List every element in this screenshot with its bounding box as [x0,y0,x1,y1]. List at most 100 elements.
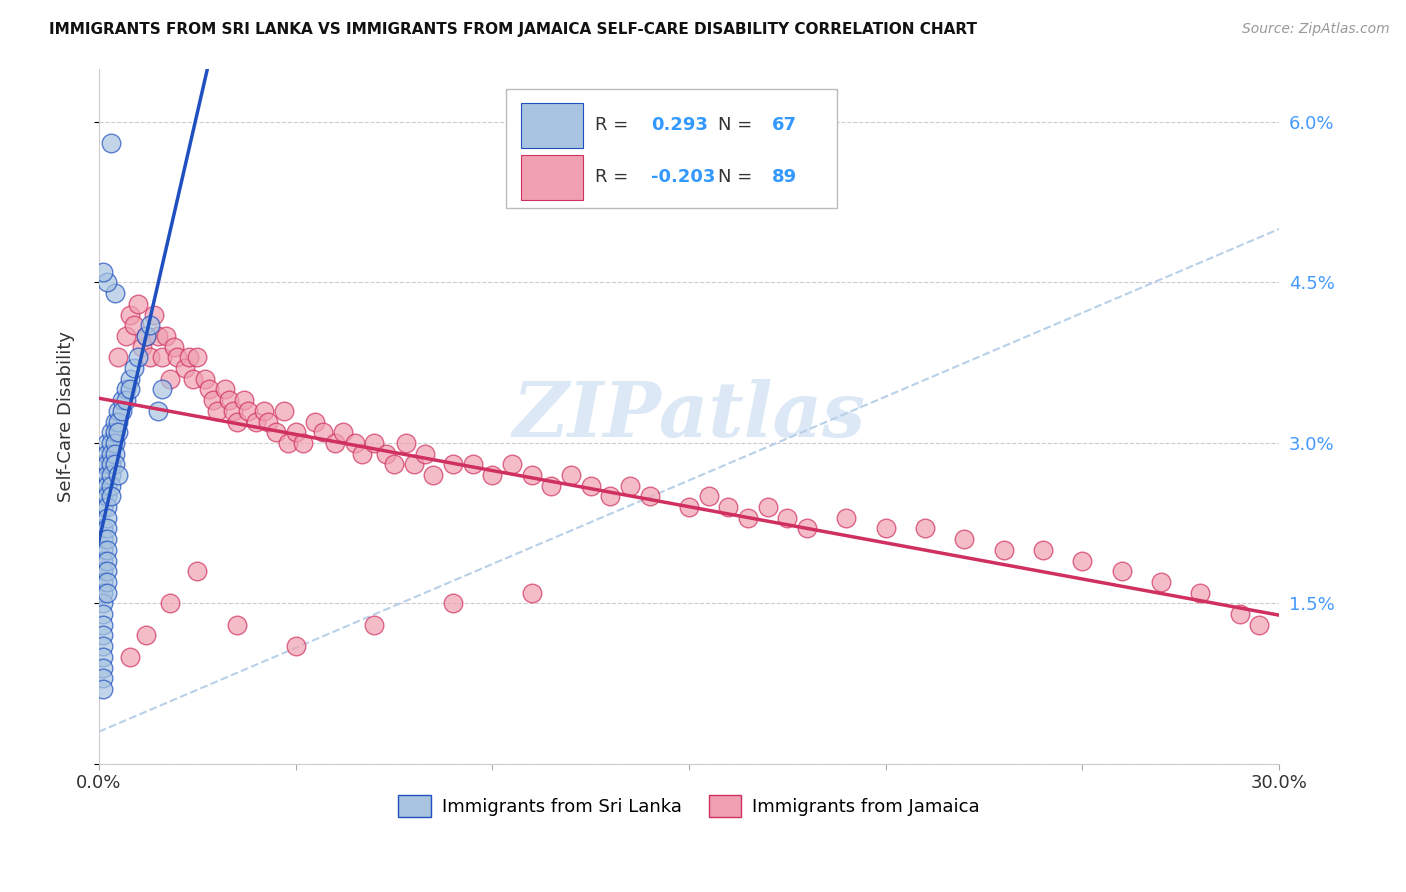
Point [100,490,122,504]
Point [91,553,114,567]
Point [159,372,181,386]
Point [96,468,118,483]
Point [100,458,122,472]
Point [127,351,149,365]
Point [131,340,153,354]
Point [214,383,236,397]
Point [96,458,118,472]
Point [139,351,162,365]
Point [415,447,437,461]
Point [146,404,169,418]
Point [245,415,267,429]
Point [835,510,858,524]
Point [96,510,118,524]
Point [122,318,145,333]
Point [599,490,621,504]
Point [115,329,138,343]
Point [107,351,129,365]
Point [135,329,157,343]
Text: IMMIGRANTS FROM SRI LANKA VS IMMIGRANTS FROM JAMAICA SELF-CARE DISABILITY CORREL: IMMIGRANTS FROM SRI LANKA VS IMMIGRANTS … [49,22,977,37]
Point [253,404,276,418]
Legend: Immigrants from Sri Lanka, Immigrants from Jamaica: Immigrants from Sri Lanka, Immigrants fr… [391,788,987,824]
Point [363,617,385,632]
Point [238,404,260,418]
Point [100,479,122,493]
Point [120,308,142,322]
Point [96,564,118,578]
Point [166,351,188,365]
Point [481,468,503,483]
Point [520,585,543,599]
Point [107,415,129,429]
Point [796,521,818,535]
Point [205,404,228,418]
Point [91,490,114,504]
Point [638,490,661,504]
Point [135,329,157,343]
Point [422,468,444,483]
Point [560,468,582,483]
Point [142,308,165,322]
Point [284,425,307,440]
Point [225,415,247,429]
Point [103,436,125,450]
Point [1249,617,1271,632]
Point [103,415,125,429]
Point [1032,542,1054,557]
Point [91,585,114,599]
Point [218,393,240,408]
Point [304,415,326,429]
Point [91,458,114,472]
Point [186,564,208,578]
Point [100,436,122,450]
Point [737,510,759,524]
Point [91,574,114,589]
Point [139,318,162,333]
Point [678,500,700,514]
Point [1229,607,1251,621]
Point [993,542,1015,557]
Point [181,372,204,386]
Point [100,136,122,151]
Text: ZIPatlas: ZIPatlas [512,379,866,453]
Point [441,596,464,610]
Point [697,490,720,504]
Text: N =: N = [718,116,752,135]
Point [395,436,418,450]
Point [103,425,125,440]
Point [91,479,114,493]
Point [127,297,149,311]
Point [91,660,114,674]
Point [122,361,145,376]
Point [402,458,425,472]
Text: 0.293: 0.293 [651,116,709,135]
Point [91,542,114,557]
Point [375,447,398,461]
Point [96,276,118,290]
Text: Source: ZipAtlas.com: Source: ZipAtlas.com [1241,22,1389,37]
Point [1111,564,1133,578]
Point [914,521,936,535]
Point [150,383,173,397]
Text: R =: R = [595,116,628,135]
Point [540,479,562,493]
Point [717,500,740,514]
Y-axis label: Self-Care Disability: Self-Care Disability [58,331,75,501]
Point [155,329,177,343]
Point [135,628,157,642]
Point [441,458,464,472]
Point [120,383,142,397]
Point [323,436,346,450]
Point [96,521,118,535]
Point [120,372,142,386]
Point [91,649,114,664]
Point [343,436,366,450]
Point [162,340,184,354]
Point [91,521,114,535]
Point [159,596,181,610]
Point [194,372,217,386]
Point [91,639,114,653]
Point [91,265,114,279]
Point [107,468,129,483]
Point [352,447,374,461]
